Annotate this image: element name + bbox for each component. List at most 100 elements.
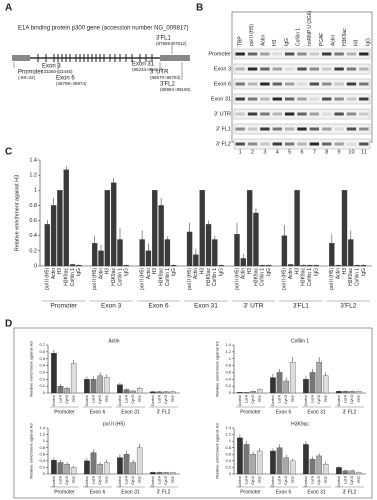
bar: [212, 239, 218, 267]
bar: [354, 265, 360, 267]
bar-label: Lat A: [124, 394, 128, 403]
bar-label: Cyt D: [251, 395, 255, 404]
y-tick-label: 0.4: [225, 376, 231, 381]
gel-band: [309, 52, 320, 56]
gel-band: [359, 52, 369, 56]
gel-band: [309, 82, 320, 86]
bar: [341, 190, 348, 267]
gel-band: [297, 112, 307, 116]
gel-band: [260, 97, 270, 101]
gel-band: [284, 127, 295, 131]
bar-label: H3: [105, 268, 111, 275]
bar: [57, 462, 64, 475]
bar: [300, 265, 307, 267]
gel-band: [334, 112, 344, 116]
bar-label: Lat A: [58, 475, 62, 484]
bar: [152, 190, 158, 267]
gel-band: [346, 127, 357, 131]
y-tick-label: 1.4: [29, 157, 37, 163]
bar-label: Cofilin 1: [70, 268, 76, 286]
gel-band: [247, 97, 258, 101]
gel-band: [284, 52, 295, 56]
bar-label: Jasp: [138, 476, 142, 483]
bar-label: Cyt D: [350, 476, 354, 485]
bar-label: Lat A: [91, 475, 95, 484]
y-tick-label: 0.6: [225, 369, 231, 374]
bar: [276, 372, 283, 394]
gel-band: [235, 142, 245, 146]
bar: [243, 444, 250, 475]
gel-band: [272, 67, 282, 71]
gel-band: [247, 67, 258, 71]
y-axis-label: Relative enrichment against H3: [14, 175, 20, 251]
bar-label: Cofilin 1: [354, 268, 360, 286]
gel-band: [297, 67, 307, 71]
category-label: Exon 31: [194, 303, 218, 310]
bar-label: Control: [85, 395, 89, 407]
y-tick-label: 0.3: [39, 369, 45, 374]
gel-row-label: Exon 6: [214, 81, 231, 87]
category-label: Exon 31: [307, 409, 326, 415]
gel-band: [260, 67, 270, 71]
category-label: Exon 6: [276, 409, 292, 415]
category-label: Promoter: [240, 489, 261, 495]
y-tick-label: 1: [43, 438, 46, 443]
bar-label: H3: [294, 268, 300, 275]
bar-label: pol II (H5): [92, 268, 98, 290]
gel-column-label: pol II (H5): [249, 24, 255, 46]
bar: [335, 265, 341, 267]
gel-row-label: 3' UTR: [214, 111, 231, 117]
panel-letter: B: [196, 3, 203, 14]
y-tick-label: 1.4: [39, 425, 45, 430]
gel-band: [235, 97, 245, 101]
bar-label: IgG: [266, 268, 272, 276]
chart-title: pol II (H5): [103, 421, 125, 427]
bar: [342, 470, 349, 475]
panel-letter: C: [5, 147, 12, 158]
bar: [316, 361, 322, 394]
gel-band: [346, 82, 357, 86]
bar-label: Actin: [193, 268, 199, 279]
bar: [97, 375, 103, 394]
y-tick-label: 0.8: [29, 203, 37, 209]
utr-box: [160, 55, 190, 61]
bar-label: H3: [152, 268, 158, 275]
bar-label: Lat A: [91, 394, 95, 403]
bar-label: Actin: [98, 268, 104, 279]
bar: [150, 472, 156, 475]
y-tick-label: 0.4: [225, 458, 231, 463]
y-tick-label: 1.4: [225, 342, 231, 347]
bar-label: Cyt D: [164, 476, 168, 485]
bar-label: pol II (H5): [329, 268, 335, 290]
y-tick-label: 1: [34, 188, 37, 194]
bar-label: Lat A: [343, 394, 347, 403]
gel-band: [322, 97, 332, 101]
y-tick-label: 1.2: [39, 432, 45, 437]
bar: [70, 467, 77, 475]
bar-label: Control: [118, 395, 122, 407]
feature-range: (-68÷32): [18, 75, 35, 80]
bar-label: Actin: [146, 268, 152, 279]
y-tick-label: 1: [229, 438, 232, 443]
y-tick-label: 0.4: [29, 233, 37, 239]
feature-name: Exon 6: [56, 76, 75, 82]
bar-label: IgG: [219, 268, 225, 276]
bar: [336, 467, 342, 475]
gel-band: [284, 82, 295, 86]
bar-label: H3K9ac: [158, 268, 164, 286]
gel-band: [359, 127, 369, 131]
bar: [303, 444, 309, 475]
bar: [51, 353, 57, 394]
gel-band: [272, 52, 282, 56]
bar: [322, 463, 329, 475]
bar-label: Control: [151, 395, 155, 407]
bar: [218, 265, 224, 267]
bar: [234, 234, 240, 267]
bar-label: Control: [271, 476, 275, 488]
bar: [50, 205, 57, 267]
category-label: 3' FL2: [157, 489, 171, 495]
gel-band: [359, 67, 369, 71]
bar-label: Control: [52, 395, 56, 407]
bar-label: Cyt D: [98, 395, 102, 404]
bar-label: Jasp: [357, 476, 361, 483]
